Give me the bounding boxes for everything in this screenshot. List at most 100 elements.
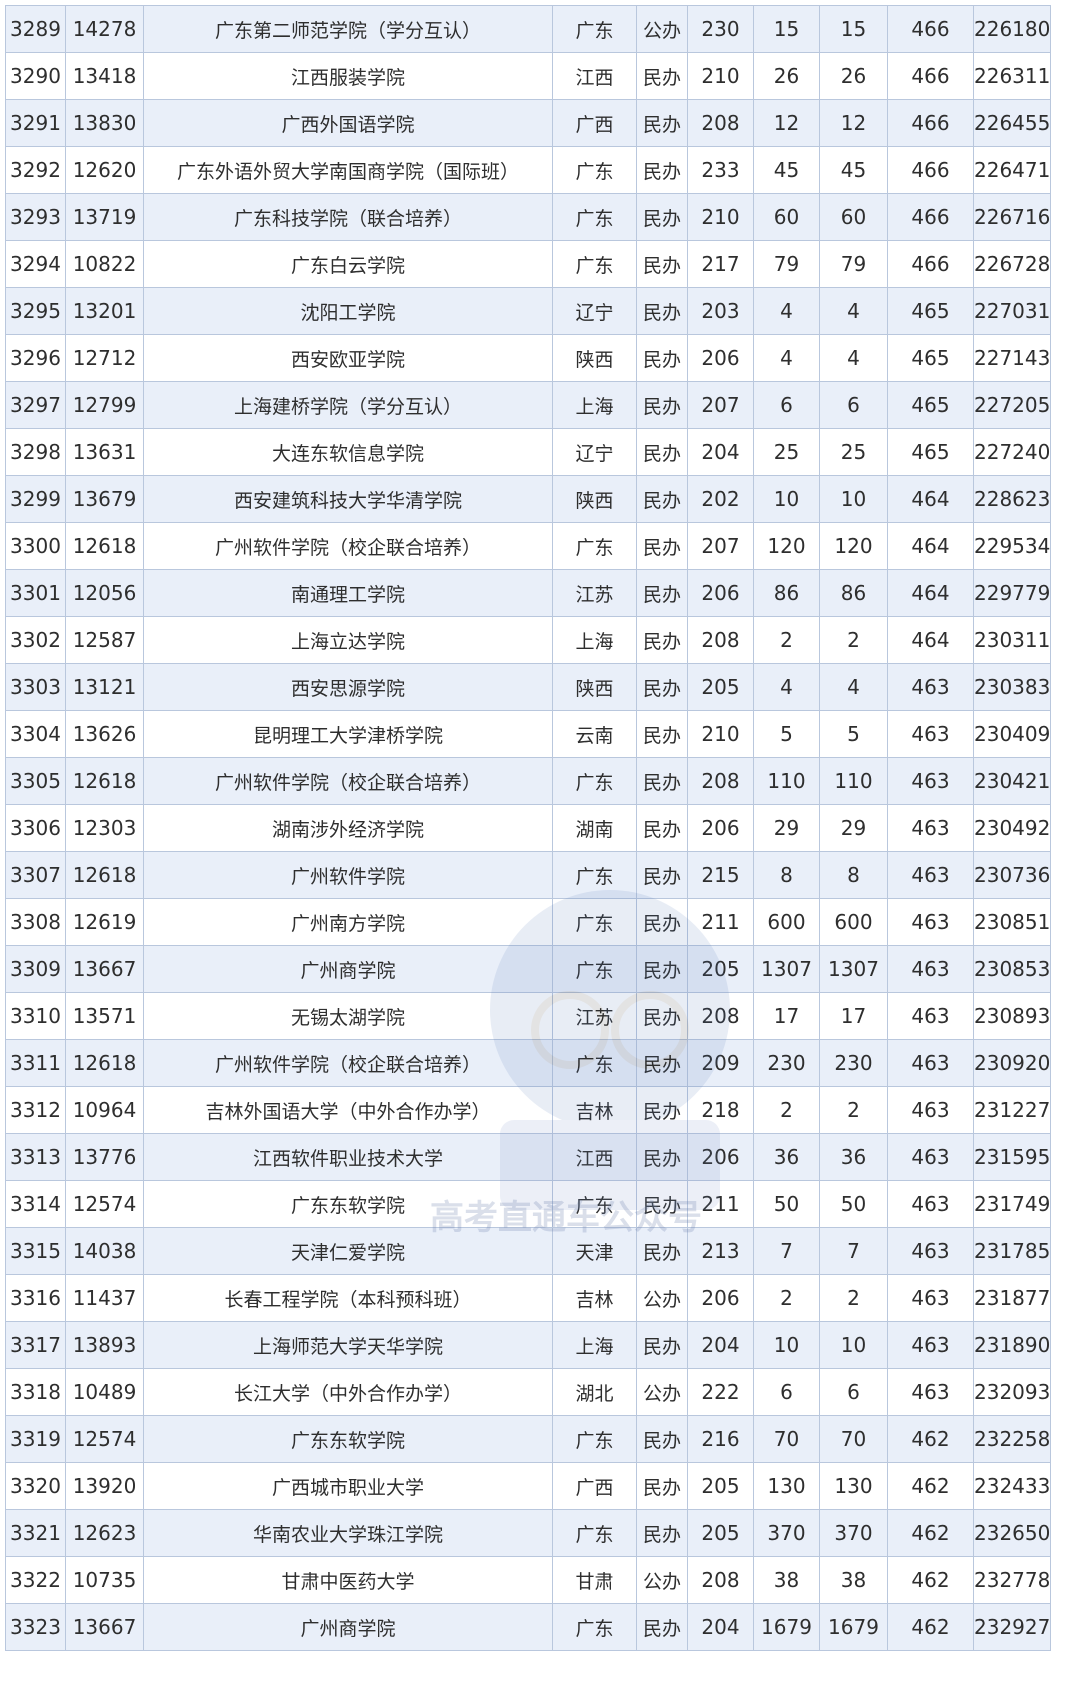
cell-min-score: 463 [887, 851, 974, 899]
cell-school-name: 沈阳工学院 [143, 287, 553, 335]
cell-plan-count: 10 [753, 475, 820, 523]
cell-min-score-subject: 210 [687, 52, 754, 100]
cell-min-score: 466 [887, 52, 974, 100]
table-row: 3296 12712 西安欧亚学院 陕西 民办 206 4 4 465 227143 [5, 334, 1051, 382]
cell-rank: 3306 [5, 804, 66, 852]
cell-school-code: 10964 [65, 1086, 144, 1134]
cell-rank: 3301 [5, 569, 66, 617]
cell-school-name: 广东第二师范学院（学分互认） [143, 5, 553, 53]
cell-school-name: 广西外国语学院 [143, 99, 553, 147]
cell-rank: 3310 [5, 992, 66, 1040]
cell-school-name: 长春工程学院（本科预科班） [143, 1274, 553, 1322]
cell-min-score-subject: 233 [687, 146, 754, 194]
cell-min-rank: 227143 [973, 334, 1051, 382]
cell-province: 广东 [552, 240, 637, 288]
cell-min-score-subject: 202 [687, 475, 754, 523]
cell-rank: 3291 [5, 99, 66, 147]
cell-plan-count: 79 [753, 240, 820, 288]
cell-min-score: 463 [887, 1039, 974, 1087]
table-row: 3323 13667 广州商学院 广东 民办 204 1679 1679 462 232927 [5, 1603, 1051, 1651]
cell-admitted-count: 1307 [819, 945, 888, 993]
table-row: 3293 13719 广东科技学院（联合培养） 广东 民办 210 60 60 466 22671… [5, 193, 1051, 241]
table-row: 3298 13631 大连东软信息学院 辽宁 民办 204 25 25 465 227240 [5, 428, 1051, 476]
cell-province: 上海 [552, 616, 637, 664]
cell-min-rank: 230409 [973, 710, 1051, 758]
cell-school-code: 13679 [65, 475, 144, 523]
cell-plan-count: 8 [753, 851, 820, 899]
cell-school-name: 天津仁爱学院 [143, 1227, 553, 1275]
cell-admitted-count: 2 [819, 1086, 888, 1134]
cell-province: 湖北 [552, 1368, 637, 1416]
cell-rank: 3318 [5, 1368, 66, 1416]
cell-min-score: 464 [887, 569, 974, 617]
cell-min-score: 466 [887, 193, 974, 241]
cell-rank: 3316 [5, 1274, 66, 1322]
cell-school-name: 广州南方学院 [143, 898, 553, 946]
cell-rank: 3295 [5, 287, 66, 335]
cell-min-rank: 231595 [973, 1133, 1051, 1181]
cell-province: 广东 [552, 1039, 637, 1087]
cell-school-name: 广东外语外贸大学南国商学院（国际班） [143, 146, 553, 194]
cell-rank: 3299 [5, 475, 66, 523]
cell-admitted-count: 6 [819, 381, 888, 429]
cell-rank: 3308 [5, 898, 66, 946]
cell-province: 上海 [552, 381, 637, 429]
cell-rank: 3313 [5, 1133, 66, 1181]
cell-admitted-count: 110 [819, 757, 888, 805]
cell-admitted-count: 230 [819, 1039, 888, 1087]
cell-school-name: 无锡太湖学院 [143, 992, 553, 1040]
cell-min-rank: 231877 [973, 1274, 1051, 1322]
cell-min-rank: 232778 [973, 1556, 1051, 1604]
cell-school-name: 广州商学院 [143, 945, 553, 993]
cell-min-score-subject: 207 [687, 522, 754, 570]
cell-school-code: 13631 [65, 428, 144, 476]
table-row: 3310 13571 无锡太湖学院 江苏 民办 208 17 17 463 230893 [5, 992, 1051, 1040]
cell-min-rank: 230920 [973, 1039, 1051, 1087]
cell-school-type: 民办 [636, 428, 688, 476]
cell-min-score-subject: 216 [687, 1415, 754, 1463]
cell-admitted-count: 4 [819, 663, 888, 711]
table-row: 3307 12618 广州软件学院 广东 民办 215 8 8 463 230736 [5, 851, 1051, 899]
cell-min-score: 463 [887, 1368, 974, 1416]
cell-school-type: 公办 [636, 1274, 688, 1322]
cell-min-score: 463 [887, 804, 974, 852]
cell-school-type: 民办 [636, 1227, 688, 1275]
cell-school-type: 民办 [636, 945, 688, 993]
cell-min-rank: 228623 [973, 475, 1051, 523]
cell-plan-count: 2 [753, 1086, 820, 1134]
cell-school-code: 13776 [65, 1133, 144, 1181]
cell-min-score-subject: 206 [687, 569, 754, 617]
cell-admitted-count: 50 [819, 1180, 888, 1228]
table-row: 3300 12618 广州软件学院（校企联合培养） 广东 民办 207 120 120 464 2… [5, 522, 1051, 570]
table-row: 3315 14038 天津仁爱学院 天津 民办 213 7 7 463 231785 [5, 1227, 1051, 1275]
cell-province: 陕西 [552, 334, 637, 382]
cell-school-type: 民办 [636, 1180, 688, 1228]
cell-rank: 3320 [5, 1462, 66, 1510]
cell-plan-count: 1679 [753, 1603, 820, 1651]
cell-school-name: 上海立达学院 [143, 616, 553, 664]
cell-admitted-count: 4 [819, 334, 888, 382]
cell-school-name: 广西城市职业大学 [143, 1462, 553, 1510]
cell-rank: 3319 [5, 1415, 66, 1463]
cell-province: 广东 [552, 851, 637, 899]
cell-min-score-subject: 204 [687, 428, 754, 476]
cell-school-code: 12618 [65, 522, 144, 570]
cell-min-score: 462 [887, 1415, 974, 1463]
cell-school-name: 西安思源学院 [143, 663, 553, 711]
cell-rank: 3322 [5, 1556, 66, 1604]
cell-school-name: 西安建筑科技大学华清学院 [143, 475, 553, 523]
cell-province: 广东 [552, 5, 637, 53]
table-row: 3299 13679 西安建筑科技大学华清学院 陕西 民办 202 10 10 464 22862… [5, 475, 1051, 523]
cell-province: 吉林 [552, 1086, 637, 1134]
cell-min-score-subject: 222 [687, 1368, 754, 1416]
cell-min-score-subject: 208 [687, 616, 754, 664]
cell-school-type: 民办 [636, 1086, 688, 1134]
cell-school-type: 民办 [636, 1415, 688, 1463]
cell-min-score: 465 [887, 428, 974, 476]
cell-plan-count: 2 [753, 616, 820, 664]
cell-province: 陕西 [552, 663, 637, 711]
cell-school-type: 民办 [636, 1603, 688, 1651]
cell-min-rank: 232927 [973, 1603, 1051, 1651]
cell-admitted-count: 1679 [819, 1603, 888, 1651]
cell-min-score-subject: 211 [687, 1180, 754, 1228]
